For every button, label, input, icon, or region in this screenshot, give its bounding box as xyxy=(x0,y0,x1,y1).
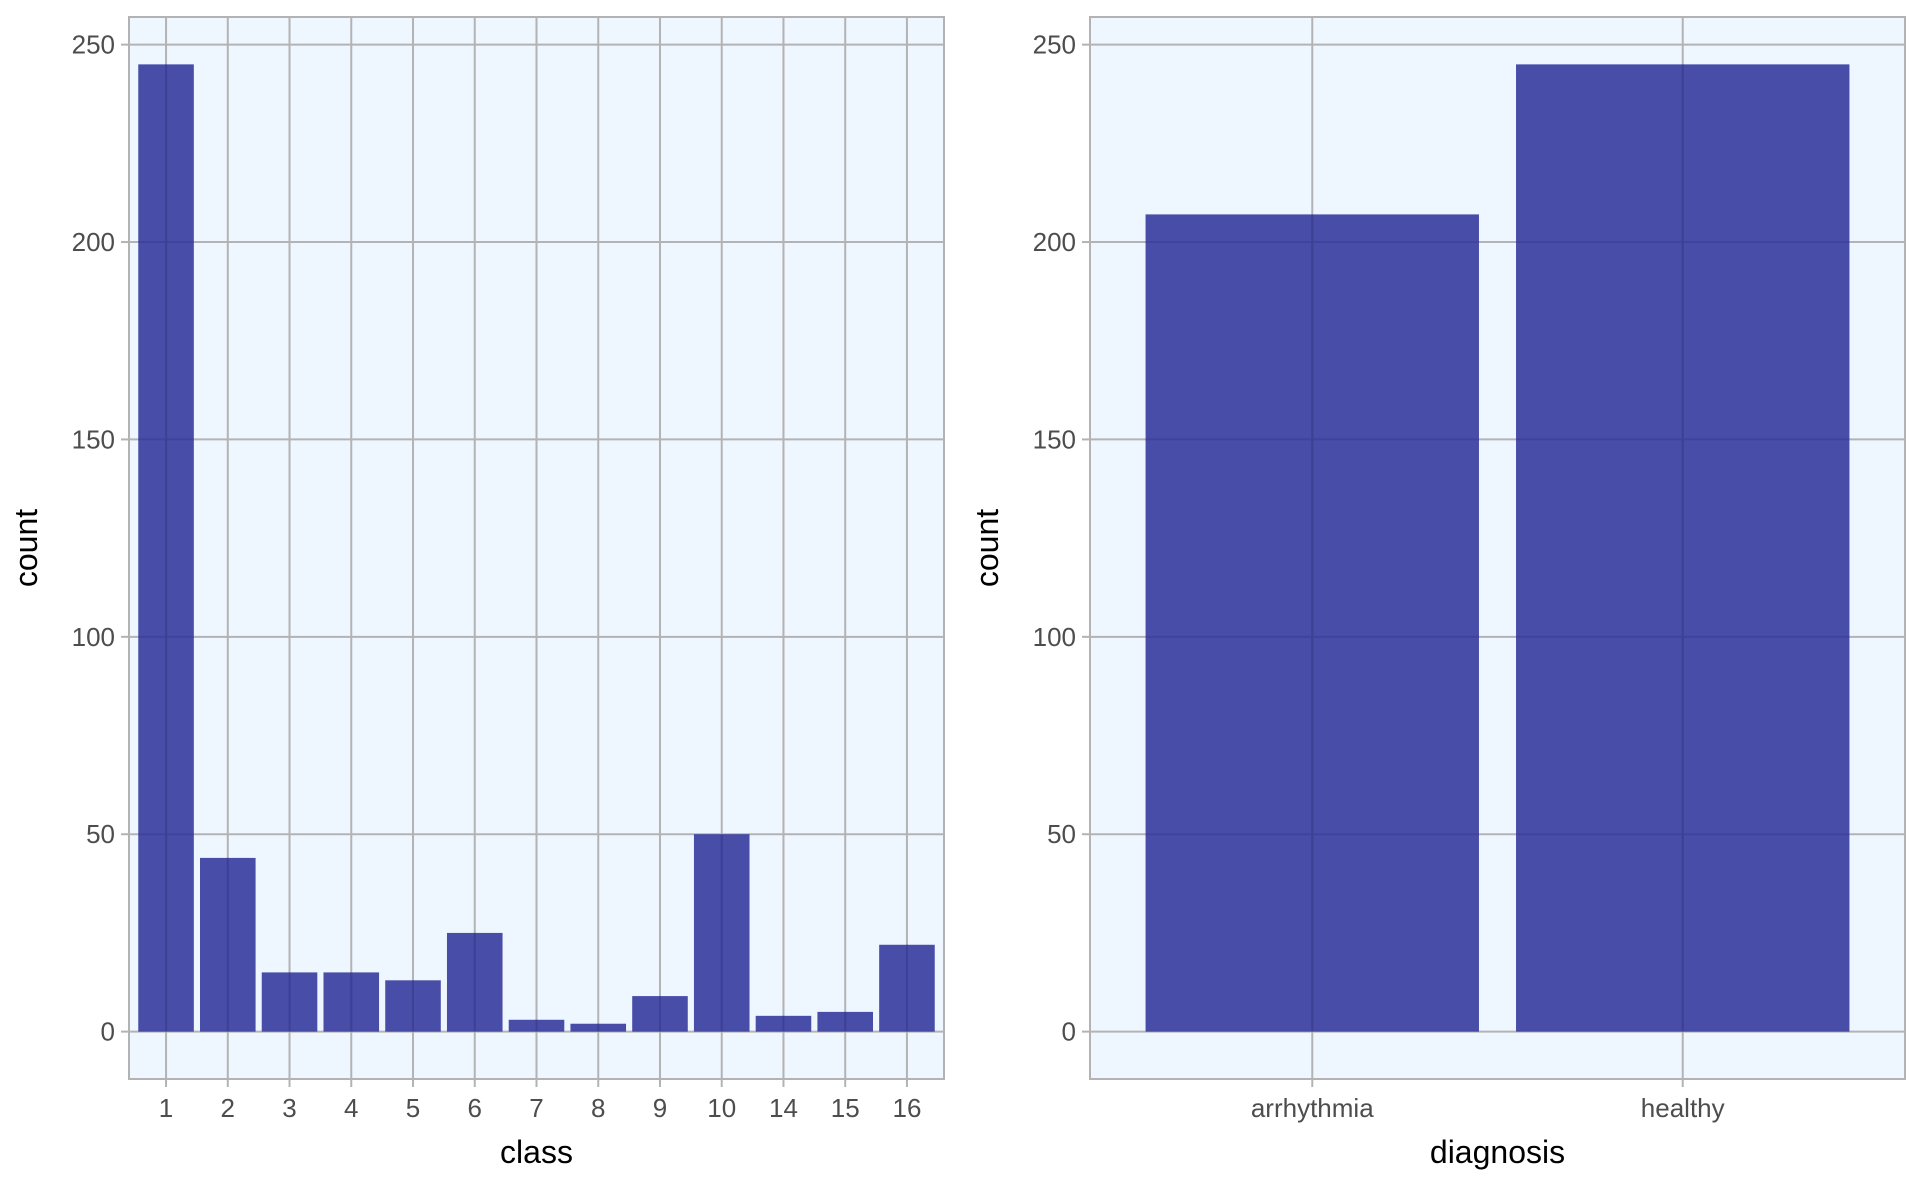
x-tick-label: 16 xyxy=(892,1093,921,1123)
x-tick-label: 14 xyxy=(769,1093,798,1123)
grid-lines xyxy=(129,17,944,1079)
x-axis-title: class xyxy=(500,1134,573,1170)
y-tick-label: 250 xyxy=(72,30,115,60)
y-axis-title: count xyxy=(969,509,1005,587)
x-axis-ticks: arrhythmia healthy xyxy=(1251,1079,1725,1123)
y-tick-label: 200 xyxy=(1033,227,1076,257)
y-tick-label: 50 xyxy=(1047,819,1076,849)
y-axis-ticks: 0 50 100 150 200 250 xyxy=(72,30,129,1047)
x-tick-label: 7 xyxy=(529,1093,543,1123)
y-tick-label: 50 xyxy=(86,819,115,849)
x-axis-title: diagnosis xyxy=(1430,1134,1565,1170)
y-axis-title: count xyxy=(8,509,44,587)
y-tick-label: 0 xyxy=(1062,1017,1076,1047)
x-tick-label: 5 xyxy=(406,1093,420,1123)
x-tick-label: 4 xyxy=(344,1093,358,1123)
x-tick-label: 2 xyxy=(221,1093,235,1123)
x-tick-label: arrhythmia xyxy=(1251,1093,1374,1123)
x-tick-label: healthy xyxy=(1641,1093,1725,1123)
panel-border xyxy=(1089,16,1906,1080)
y-tick-label: 250 xyxy=(1033,30,1076,60)
y-tick-label: 0 xyxy=(101,1017,115,1047)
x-tick-label: 8 xyxy=(591,1093,605,1123)
x-tick-label: 9 xyxy=(653,1093,667,1123)
x-tick-label: 1 xyxy=(159,1093,173,1123)
y-tick-label: 150 xyxy=(1033,424,1076,454)
diagnosis-bar-chart: 0 50 100 150 200 250 arrhythmia healthy diagno… xyxy=(969,16,1906,1170)
x-tick-label: 6 xyxy=(468,1093,482,1123)
y-tick-label: 200 xyxy=(72,227,115,257)
y-tick-label: 150 xyxy=(72,424,115,454)
y-tick-label: 100 xyxy=(72,622,115,652)
y-tick-label: 100 xyxy=(1033,622,1076,652)
vertical-grid-overlay xyxy=(1311,64,1684,1032)
y-axis-ticks: 0 50 100 150 200 250 xyxy=(1033,30,1090,1047)
x-tick-label: 3 xyxy=(282,1093,296,1123)
x-tick-label: 15 xyxy=(831,1093,860,1123)
x-tick-label: 10 xyxy=(707,1093,736,1123)
vertical-grid-overlay xyxy=(165,64,908,1032)
x-axis-ticks: 1 2 3 4 5 6 7 8 9 10 14 15 16 xyxy=(159,1079,921,1123)
